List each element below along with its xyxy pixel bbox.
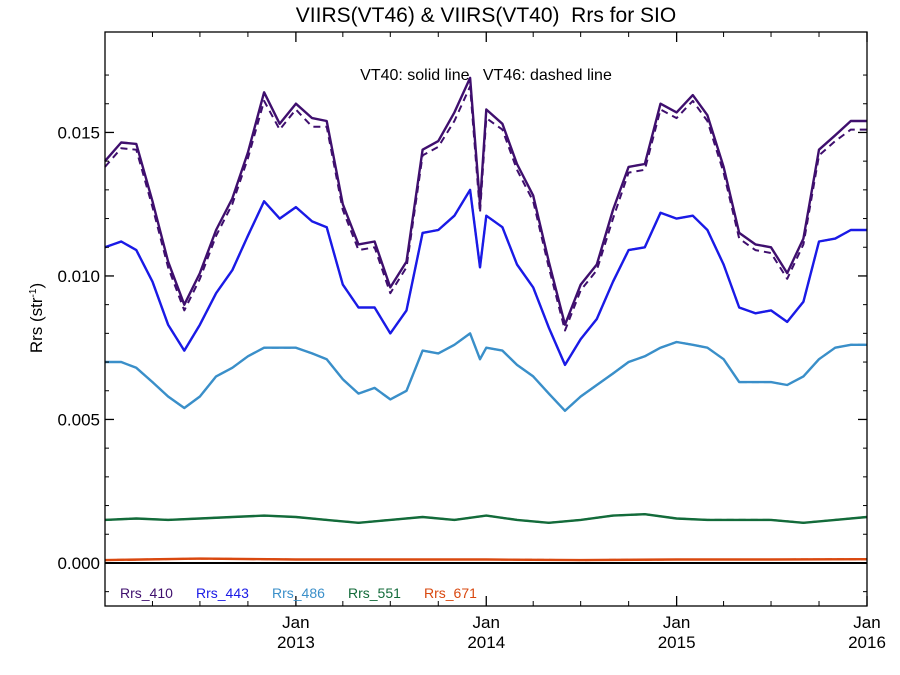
- series-line-Rrs_486-vt46: [105, 332, 867, 412]
- series-line-Rrs_443-vt46: [104, 188, 867, 366]
- y-tick-label: 0.015: [57, 123, 100, 142]
- legend-entry-Rrs_443: Rrs_443: [196, 585, 249, 601]
- y-tick-label: 0.000: [57, 554, 100, 573]
- y-tick-label: 0.005: [57, 410, 100, 429]
- y-axis-label-close: ): [27, 283, 46, 289]
- x-tick-year-label: 2016: [848, 633, 886, 652]
- series-line-Rrs_410-vt46: [104, 85, 867, 332]
- series-line-Rrs_551-vt46: [104, 513, 868, 524]
- y-axis-label: Rrs (str-1): [27, 283, 46, 353]
- chart-title: VIIRS(VT46) & VIIRS(VT40) Rrs for SIO: [296, 4, 676, 27]
- x-tick-year-label: 2013: [277, 633, 315, 652]
- x-tick-year-label: 2014: [467, 633, 505, 652]
- y-tick-label: 0.010: [57, 267, 100, 286]
- legend: Rrs_410 Rrs_443 Rrs_486 Rrs_551 Rrs_671: [120, 585, 477, 601]
- plot-frame: [104, 31, 868, 607]
- x-tick-month-label: Jan: [282, 613, 309, 632]
- legend-entry-Rrs_551: Rrs_551: [348, 585, 401, 601]
- axes-layer: 0.0000.0050.0100.015Jan2013Jan2014Jan201…: [57, 32, 886, 652]
- y-axis-label-main: Rrs (str: [27, 297, 46, 353]
- line-style-annotation: VT40: solid line VT46: dashed line: [360, 67, 612, 84]
- x-tick-month-label: Jan: [853, 613, 880, 632]
- x-tick-year-label: 2015: [658, 633, 696, 652]
- legend-entry-Rrs_671: Rrs_671: [424, 585, 477, 601]
- x-tick-month-label: Jan: [473, 613, 500, 632]
- legend-entry-Rrs_486: Rrs_486: [272, 585, 325, 601]
- y-axis-label-superscript: -1: [28, 288, 39, 297]
- series-layer: [104, 76, 868, 564]
- series-line-Rrs_486-vt40: [105, 332, 867, 412]
- legend-entry-Rrs_410: Rrs_410: [120, 585, 173, 601]
- series-line-Rrs_671-vt46: [104, 557, 868, 562]
- x-tick-month-label: Jan: [663, 613, 690, 632]
